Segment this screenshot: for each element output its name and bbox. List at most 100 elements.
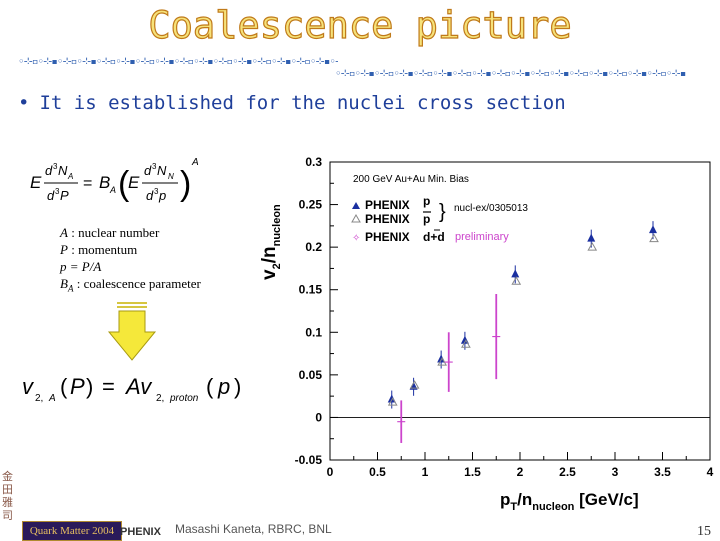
data-point-p — [649, 225, 657, 234]
svg-text:3: 3 — [53, 162, 58, 171]
svg-text:d: d — [47, 188, 55, 203]
x-tick-label: 2.5 — [559, 465, 576, 479]
data-point-p — [511, 269, 520, 278]
svg-text:P: P — [70, 374, 85, 399]
svg-text:N: N — [58, 163, 68, 178]
svg-text:N: N — [157, 163, 167, 178]
svg-text:3: 3 — [154, 187, 159, 196]
svg-text:E: E — [128, 173, 140, 192]
svg-text:A: A — [48, 393, 56, 404]
chart-annotation: 200 GeV Au+Au Min. Bias — [353, 174, 469, 185]
svg-text:(: ( — [118, 165, 130, 203]
svg-text:A: A — [67, 172, 73, 181]
bullet-dot-icon: • — [18, 92, 30, 114]
x-tick-label: 1.5 — [464, 465, 481, 479]
svg-text:): ) — [180, 165, 191, 203]
data-point-dd — [492, 332, 501, 341]
x-tick-label: 2 — [517, 465, 524, 479]
svg-text:(: ( — [206, 374, 214, 399]
definition-item: A : nuclear number — [60, 225, 160, 240]
y-axis-title: v2/nnucleon — [259, 204, 283, 280]
phenix-logo: PHENIX — [120, 526, 161, 538]
legend-particle: p — [423, 212, 430, 226]
x-tick-label: 3.5 — [654, 465, 671, 479]
svg-text:proton: proton — [169, 393, 199, 404]
svg-text:=: = — [102, 374, 115, 399]
svg-text:p: p — [158, 188, 166, 203]
svg-text:d: d — [144, 163, 152, 178]
slide-title: Coalescence picture — [148, 3, 572, 47]
svg-text:): ) — [234, 374, 241, 399]
legend-particle: p — [423, 194, 430, 208]
y-tick-label: -0.05 — [295, 453, 323, 467]
svg-text:d: d — [45, 163, 53, 178]
legend-brace-icon: } — [439, 201, 446, 223]
page-number: 15 — [697, 524, 711, 539]
x-tick-label: 3 — [612, 465, 619, 479]
svg-text:3: 3 — [55, 187, 60, 196]
svg-text:(: ( — [60, 374, 68, 399]
svg-text:N: N — [168, 172, 174, 181]
y-tick-label: 0.05 — [299, 368, 323, 382]
x-axis-title: pT/nnucleon [GeV/c] — [500, 490, 639, 513]
x-tick-label: 1 — [422, 465, 429, 479]
svg-text:): ) — [86, 374, 93, 399]
chart-reference: nucl-ex/0305013 — [454, 203, 528, 214]
quark-matter-logo: Quark Matter 2004 — [22, 521, 122, 541]
down-arrow-icon — [107, 302, 157, 361]
y-tick-label: 0.2 — [305, 240, 322, 254]
data-point-p — [587, 233, 596, 242]
v2-scatter-chart: 0 0.5 1 1.5 2 2.5 3 3.5 4 -0.05 0 0.05 0.1 0.15 0.2 0.2… — [259, 155, 714, 513]
data-point-dd — [444, 358, 453, 367]
side-seal-icon: 金田雅司 — [2, 470, 13, 522]
svg-text:=: = — [83, 175, 92, 192]
data-point-pbar — [409, 380, 420, 389]
svg-text:p: p — [217, 374, 230, 399]
svg-text:A: A — [109, 185, 116, 195]
x-tick-label: 0.5 — [369, 465, 386, 479]
svg-text:B: B — [99, 173, 110, 192]
x-tick-label: 4 — [707, 465, 714, 479]
svg-text:P: P — [60, 188, 69, 203]
bullet-text: • It is established for the nuclei cross … — [18, 92, 566, 114]
y-tick-label: 0.25 — [299, 198, 323, 212]
legend-particle: d+d — [423, 230, 445, 244]
data-point-pbar — [387, 397, 398, 406]
definition-item: BA : coalescence parameter — [60, 276, 201, 294]
x-tick-label: 0 — [327, 465, 334, 479]
y-tick-label: 0.1 — [305, 325, 322, 339]
svg-text:2,: 2, — [156, 393, 164, 404]
chart-legend: PHENIX p PHENIX p ✧ PHENIX d+d — [351, 194, 445, 244]
title-decoration-bar: ◦⊹▫◦⊹▪◦⊹▫◦⊹▪◦⊹▫◦⊹▪◦⊹▫◦⊹▪◦⊹▫◦⊹▪◦⊹▫◦⊹▪◦⊹▫◦… — [18, 55, 338, 64]
svg-text:d: d — [146, 188, 154, 203]
y-tick-label: 0.3 — [305, 155, 322, 169]
svg-text:v: v — [22, 374, 35, 399]
data-point-pbar — [587, 242, 598, 251]
svg-text:2,: 2, — [35, 393, 43, 404]
data-point-pbar — [437, 357, 448, 366]
legend-label: PHENIX — [365, 230, 410, 244]
definitions-list: A : nuclear number P : momentum p = P/A … — [60, 224, 201, 298]
definition-item: p = P/A — [60, 259, 102, 274]
legend-marker-dd: ✧ — [352, 233, 360, 244]
legend-marker-pbar — [351, 213, 361, 223]
title-decoration-bar: ◦⊹▫◦⊹▪◦⊹▫◦⊹▪◦⊹▫◦⊹▪◦⊹▫◦⊹▪◦⊹▫◦⊹▪◦⊹▫◦⊹▪◦⊹▫◦… — [335, 67, 686, 76]
data-point-dd — [397, 417, 406, 426]
svg-text:E: E — [30, 173, 42, 192]
svg-text:3: 3 — [152, 162, 157, 171]
svg-text:Av: Av — [124, 374, 153, 399]
y-tick-label: 0.15 — [299, 283, 323, 297]
footer-author: Masashi Kaneta, RBRC, BNL — [175, 522, 332, 536]
data-point-pbar — [461, 339, 471, 348]
svg-text:A: A — [191, 157, 199, 168]
data-point-pbar — [511, 276, 522, 285]
definition-item: P : momentum — [60, 242, 138, 257]
legend-label: PHENIX — [365, 212, 410, 226]
y-tick-label: 0 — [315, 410, 322, 424]
v2-equation: v 2, A (P) = Av 2, proton (p) — [22, 374, 241, 404]
chart-status: preliminary — [455, 231, 509, 243]
data-point-pbar — [649, 233, 659, 243]
legend-label: PHENIX — [365, 198, 410, 212]
legend-marker-p — [352, 202, 360, 209]
